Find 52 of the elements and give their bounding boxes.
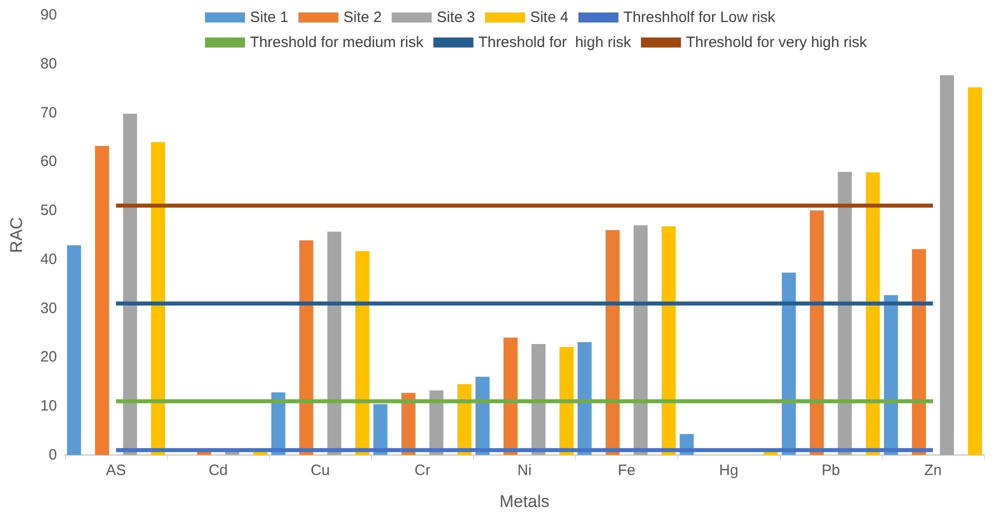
x-tick-label: Pb bbox=[822, 462, 840, 479]
bar bbox=[634, 225, 648, 455]
bar bbox=[67, 245, 82, 455]
bar bbox=[123, 114, 138, 455]
y-tick-label: 70 bbox=[40, 104, 57, 122]
bar bbox=[560, 346, 574, 455]
legend-label: Threshold for medium risk bbox=[250, 34, 424, 51]
bar bbox=[838, 172, 852, 455]
x-tick-label: Ni bbox=[517, 462, 532, 479]
bar bbox=[373, 404, 388, 455]
bar bbox=[662, 226, 676, 455]
bar bbox=[940, 75, 954, 455]
bar bbox=[866, 172, 880, 455]
bar bbox=[355, 251, 370, 455]
bar bbox=[782, 272, 796, 455]
x-tick-label: AS bbox=[106, 462, 126, 479]
y-tick-label: 90 bbox=[40, 6, 57, 24]
y-tick-label: 0 bbox=[48, 446, 57, 464]
bar bbox=[151, 142, 166, 455]
x-tick-label: Cd bbox=[208, 462, 228, 479]
x-tick-label: Fe bbox=[618, 462, 636, 479]
y-axis-title: RAC bbox=[7, 217, 26, 253]
x-tick-label: Cu bbox=[310, 462, 330, 479]
legend-label: Threshold for high risk bbox=[478, 34, 632, 51]
bar bbox=[968, 87, 982, 455]
x-tick-label: Zn bbox=[924, 462, 942, 479]
legend-label: Threshold for very high risk bbox=[686, 34, 868, 51]
y-tick-label: 10 bbox=[40, 398, 57, 415]
bar bbox=[299, 240, 314, 455]
y-tick-label: 60 bbox=[40, 153, 57, 170]
bar bbox=[578, 342, 592, 455]
bar bbox=[884, 295, 898, 455]
legend-label: Site 2 bbox=[343, 9, 382, 26]
bar bbox=[504, 338, 518, 455]
legend-label: Site 4 bbox=[530, 9, 568, 26]
legend-label: Threshholf for Low risk bbox=[623, 9, 776, 26]
y-tick-label: 40 bbox=[40, 250, 57, 268]
y-tick-label: 50 bbox=[40, 202, 57, 220]
y-tick-label: 80 bbox=[40, 55, 57, 72]
x-tick-label: Cr bbox=[414, 462, 430, 479]
x-tick-label: Hg bbox=[719, 462, 738, 479]
bar bbox=[606, 230, 620, 455]
y-tick-label: 30 bbox=[40, 300, 57, 317]
legend-label: Site 3 bbox=[436, 9, 476, 26]
x-axis-title: Metals bbox=[499, 492, 550, 511]
bar bbox=[810, 210, 824, 455]
legend-label: Site 1 bbox=[250, 9, 288, 26]
bar bbox=[532, 344, 546, 455]
bar bbox=[327, 232, 342, 455]
y-tick-label: 20 bbox=[40, 348, 57, 366]
bar bbox=[912, 249, 926, 455]
bar bbox=[95, 146, 110, 455]
